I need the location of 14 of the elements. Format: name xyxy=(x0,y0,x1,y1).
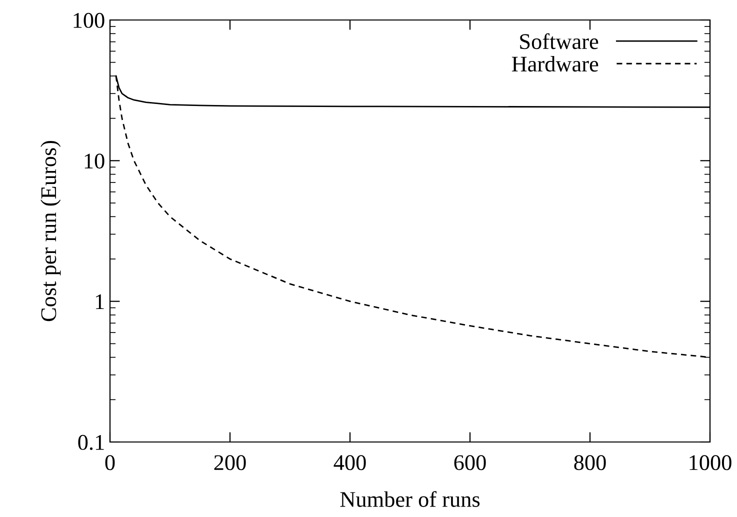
legend-label: Hardware xyxy=(512,56,598,72)
y-tick-label: 0.1 xyxy=(78,434,104,450)
y-axis-title: Cost per run (Euros) xyxy=(40,140,61,322)
y-tick-label: 1 xyxy=(96,294,104,310)
x-tick-label: 1000 xyxy=(690,455,732,470)
y-tick-label: 100 xyxy=(74,12,104,28)
x-tick-label: 600 xyxy=(454,455,486,470)
legend-label: Software xyxy=(520,33,598,50)
y-tick-label: 10 xyxy=(84,154,104,169)
x-tick-label: 800 xyxy=(574,455,606,470)
x-tick-label: 0 xyxy=(105,455,115,470)
x-tick-label: 400 xyxy=(334,455,366,470)
x-tick-label: 200 xyxy=(214,455,246,470)
x-axis-title: Number of runs xyxy=(340,491,480,507)
